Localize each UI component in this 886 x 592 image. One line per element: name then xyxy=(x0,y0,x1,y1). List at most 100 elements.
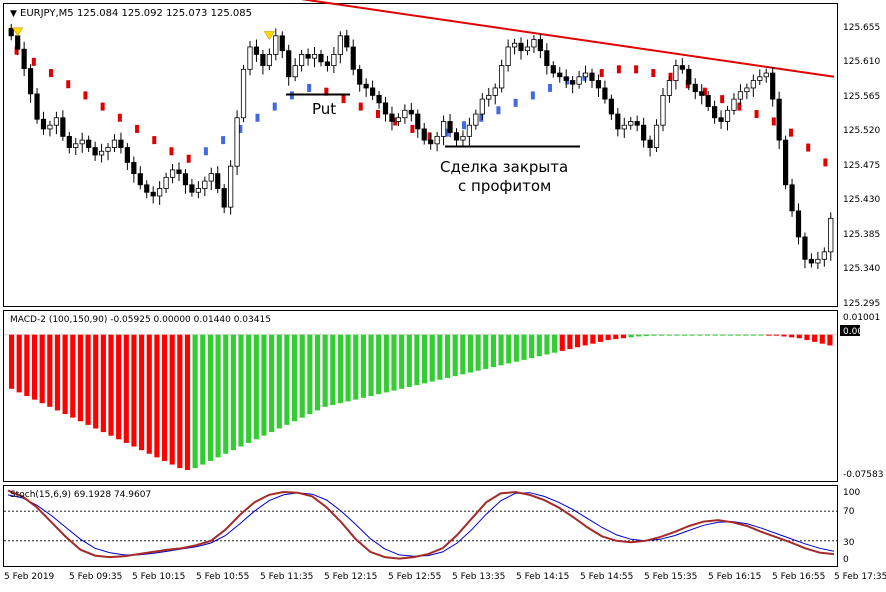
symbol-label: EURJPY,M5 xyxy=(20,8,74,19)
slow-ma-line xyxy=(300,0,835,78)
candle-bear xyxy=(27,68,34,95)
macd-bar-positive xyxy=(460,334,466,375)
macd-bar-negative xyxy=(77,334,83,422)
ohlc-readout: 125.084 125.092 125.073 125.085 xyxy=(77,8,252,19)
trade-closed-text-line2: с профитом xyxy=(458,177,551,195)
macd-bar-positive xyxy=(192,334,198,469)
candle-bear xyxy=(712,106,718,119)
candle-bear xyxy=(802,236,808,260)
candle-bear xyxy=(382,102,389,115)
trend-dot-down xyxy=(83,91,88,100)
candle-bear xyxy=(615,113,621,130)
trend-dot-up xyxy=(203,147,208,156)
candle-bear xyxy=(428,139,434,145)
candle-bull xyxy=(731,98,737,111)
trend-dot-up xyxy=(255,113,260,122)
macd-bar-positive xyxy=(330,334,336,406)
candle-bull xyxy=(247,46,253,70)
macd-bar-negative xyxy=(620,334,626,339)
signal-arrow-icon xyxy=(12,27,24,37)
candle-bear xyxy=(40,118,47,130)
time-tick-label: 5 Feb 17:35 xyxy=(834,572,886,582)
macd-bar-positive xyxy=(360,334,366,398)
candle-bull xyxy=(466,124,472,137)
candle-bear xyxy=(182,173,189,186)
trend-dot-down xyxy=(720,95,725,104)
macd-bar-positive xyxy=(467,334,474,373)
macd-histogram-layer xyxy=(4,334,837,470)
candle-bear xyxy=(634,121,640,126)
macd-bar-positive xyxy=(490,334,496,368)
candle-bear xyxy=(789,184,795,212)
trend-dot-down xyxy=(634,65,639,74)
macd-bar-positive xyxy=(246,334,252,443)
stochastic-lines-layer xyxy=(4,489,837,560)
trend-dot-down xyxy=(393,117,398,126)
trend-dot-up xyxy=(548,83,553,92)
macd-bar-negative xyxy=(93,334,99,429)
macd-bar-positive xyxy=(666,334,672,336)
macd-bar-positive xyxy=(697,334,703,336)
candle-bull xyxy=(621,124,627,130)
candle-bear xyxy=(8,27,14,37)
macd-bar-positive xyxy=(200,334,206,465)
macd-bar-negative xyxy=(70,334,76,418)
price-tick-label: 125.385 xyxy=(843,230,880,240)
time-axis: 5 Feb 2019 5 Feb 09:35 5 Feb 10:15 5 Feb… xyxy=(4,572,886,582)
price-tick-label: 125.475 xyxy=(843,161,880,171)
candle-bear xyxy=(324,61,331,66)
candle-bull xyxy=(815,258,821,264)
candle-bull xyxy=(757,76,763,81)
candle-bear xyxy=(770,72,776,100)
macd-bar-positive xyxy=(322,334,328,407)
price-series-layer xyxy=(8,0,835,269)
macd-bar-positive xyxy=(682,334,688,336)
price-panel[interactable] xyxy=(3,3,838,307)
price-tick-label: 125.565 xyxy=(843,92,880,102)
macd-bar-negative xyxy=(146,334,152,454)
candle-bear xyxy=(118,139,124,148)
menu-chevron-icon[interactable]: ▼ xyxy=(10,9,17,19)
macd-bar-negative xyxy=(613,334,619,340)
candle-bull xyxy=(750,80,756,89)
macd-header: MACD-2 (100,150,90) -0.05925 0.00000 0.0… xyxy=(10,315,271,325)
macd-bar-positive xyxy=(529,334,535,359)
macd-bar-positive xyxy=(743,334,749,336)
macd-bar-positive xyxy=(337,334,344,404)
macd-bar-positive xyxy=(376,334,382,395)
macd-bar-positive xyxy=(521,334,527,360)
candle-bull xyxy=(273,35,279,55)
macd-bar-positive xyxy=(230,334,236,451)
macd-bar-positive xyxy=(391,334,397,391)
candle-bear xyxy=(144,184,150,193)
candle-bull xyxy=(440,121,447,137)
macd-bar-positive xyxy=(689,334,695,336)
macd-bar-positive xyxy=(399,334,405,389)
trend-dot-down xyxy=(186,154,191,163)
candle-bear xyxy=(215,173,221,189)
macd-bar-negative xyxy=(597,334,604,342)
candle-bear xyxy=(563,76,569,81)
candle-bull xyxy=(460,135,466,141)
macd-bar-positive xyxy=(307,334,313,415)
macd-bar-negative xyxy=(31,334,38,400)
trend-dot-down xyxy=(49,69,54,78)
trend-dot-down xyxy=(771,117,776,126)
candle-bull xyxy=(202,180,208,189)
macd-axis: 0.01001 -0.07583 xyxy=(843,313,883,480)
candle-bull xyxy=(228,165,234,208)
trend-dot-down xyxy=(152,136,157,145)
candle-bull xyxy=(531,39,537,48)
candle-bear xyxy=(408,109,414,115)
candle-bull xyxy=(763,72,769,78)
trend-dot-up xyxy=(221,136,226,145)
trend-dot-up xyxy=(307,83,312,92)
candle-bear xyxy=(641,124,647,141)
trend-dot-down xyxy=(737,102,742,111)
trend-dot-down xyxy=(754,110,759,119)
stoch-tick-label: 100 xyxy=(843,488,860,498)
candle-bear xyxy=(60,117,66,137)
trend-dot-up xyxy=(444,128,449,137)
macd-current-value-badge xyxy=(840,325,860,336)
trend-dot-down xyxy=(788,128,793,137)
